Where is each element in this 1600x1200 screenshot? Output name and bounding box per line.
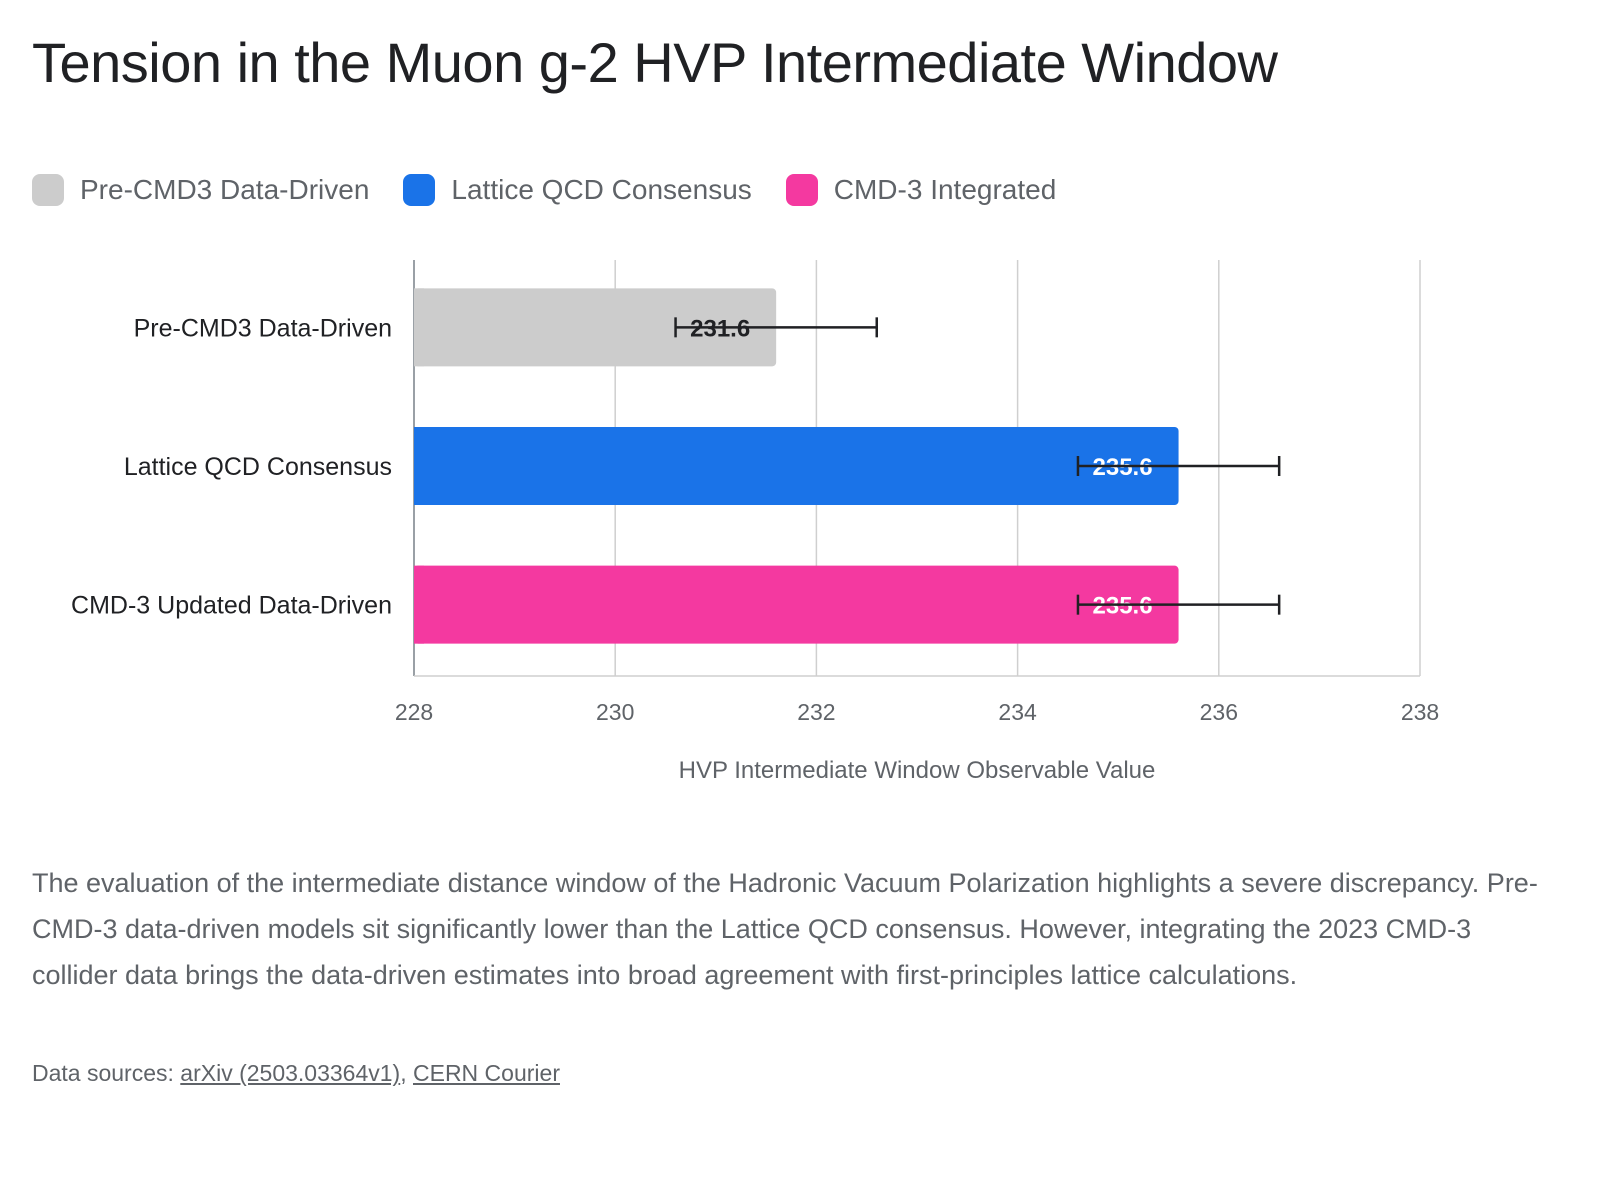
data-label: 235.6 — [1093, 454, 1153, 481]
category-label: Lattice QCD Consensus — [124, 453, 392, 481]
data-label: 235.6 — [1093, 593, 1153, 620]
data-label: 231.6 — [690, 315, 750, 342]
bar-edge — [414, 427, 424, 505]
legend-swatch-cmd3 — [785, 174, 818, 206]
chart-legend: Pre-CMD3 Data-Driven Lattice QCD Consens… — [32, 174, 1090, 206]
x-tick-label: 238 — [1401, 699, 1439, 725]
x-tick-label: 232 — [797, 699, 835, 725]
source-link-cern-courier[interactable]: CERN Courier — [413, 1060, 560, 1086]
x-tick-label: 228 — [395, 699, 433, 725]
legend-item-pre-cmd3[interactable]: Pre-CMD3 Data-Driven — [32, 174, 369, 206]
category-label: Pre-CMD3 Data-Driven — [134, 314, 392, 342]
legend-label-lattice: Lattice QCD Consensus — [451, 174, 752, 205]
legend-swatch-pre-cmd3 — [32, 174, 64, 206]
sources-separator: , — [400, 1060, 413, 1086]
x-axis-title: HVP Intermediate Window Observable Value — [679, 757, 1156, 784]
legend-swatch-lattice — [403, 174, 436, 206]
bar — [414, 288, 777, 367]
x-tick-label: 236 — [1200, 699, 1238, 725]
chart-description: The evaluation of the intermediate dista… — [32, 868, 1538, 990]
legend-label-pre-cmd3: Pre-CMD3 Data-Driven — [80, 174, 370, 205]
bar — [414, 565, 1179, 644]
data-sources: Data sources: arXiv (2503.03364v1), CERN… — [32, 1060, 560, 1087]
chart-title: Tension in the Muon g-2 HVP Intermediate… — [32, 31, 1278, 94]
sources-prefix: Data sources: — [32, 1060, 181, 1086]
x-tick-label: 230 — [596, 699, 634, 725]
legend-item-cmd3[interactable]: CMD-3 Integrated — [785, 174, 1057, 206]
bar — [414, 427, 1179, 505]
bar-edge — [414, 288, 424, 367]
legend-label-cmd3: CMD-3 Integrated — [833, 174, 1057, 205]
source-link-arxiv[interactable]: arXiv (2503.03364v1) — [180, 1060, 401, 1086]
bar-edge — [414, 565, 424, 644]
x-tick-label: 234 — [998, 699, 1037, 725]
bar-chart: 228 230 232 234 236 238 HVP Intermediate Windo… — [71, 260, 1439, 784]
category-label: CMD-3 Updated Data-Driven — [71, 592, 392, 620]
legend-item-lattice[interactable]: Lattice QCD Consensus — [403, 174, 752, 206]
